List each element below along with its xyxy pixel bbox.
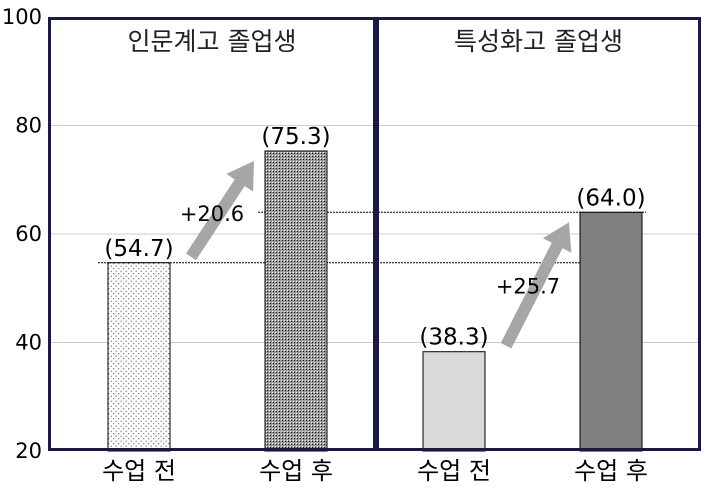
x-category-label-panel1-before: 수업 전 bbox=[102, 457, 176, 485]
bar-panel2-after bbox=[579, 211, 643, 452]
value-label-panel2-after: (64.0) bbox=[576, 185, 645, 211]
panel-title-2: 특성화고 졸업생 bbox=[454, 27, 623, 56]
change-label-panel2: +25.7 bbox=[496, 275, 560, 299]
panel-frame-1 bbox=[48, 17, 376, 451]
panels bbox=[48, 17, 701, 451]
bar-panel1-after bbox=[264, 150, 328, 452]
x-category-label-panel2-after: 수업 후 bbox=[574, 457, 648, 485]
y-tick-label-20: 20 bbox=[15, 439, 42, 463]
value-label-panel1-before: (54.7) bbox=[104, 236, 173, 262]
bars bbox=[107, 150, 643, 452]
panel-title-1: 인문계고 졸업생 bbox=[128, 27, 297, 56]
panel-frame-2 bbox=[376, 17, 701, 451]
x-category-label-panel2-before: 수업 전 bbox=[417, 457, 491, 485]
value-label-panel2-before: (38.3) bbox=[419, 325, 488, 351]
change-label-panel1: +20.6 bbox=[180, 202, 244, 226]
y-tick-label-80: 80 bbox=[15, 114, 42, 138]
change-arrow-panel1 bbox=[186, 161, 254, 261]
x-category-label-panel1-after: 수업 후 bbox=[259, 457, 333, 485]
bar-panel1-before bbox=[107, 262, 171, 452]
y-tick-label-60: 60 bbox=[15, 222, 42, 246]
y-tick-label-40: 40 bbox=[15, 331, 42, 355]
y-tick-label-100: 100 bbox=[2, 5, 42, 29]
change-arrows bbox=[186, 161, 572, 349]
change-arrow-panel2 bbox=[500, 222, 572, 349]
value-label-panel1-after: (75.3) bbox=[261, 124, 330, 150]
bar-panel2-before bbox=[422, 351, 486, 452]
